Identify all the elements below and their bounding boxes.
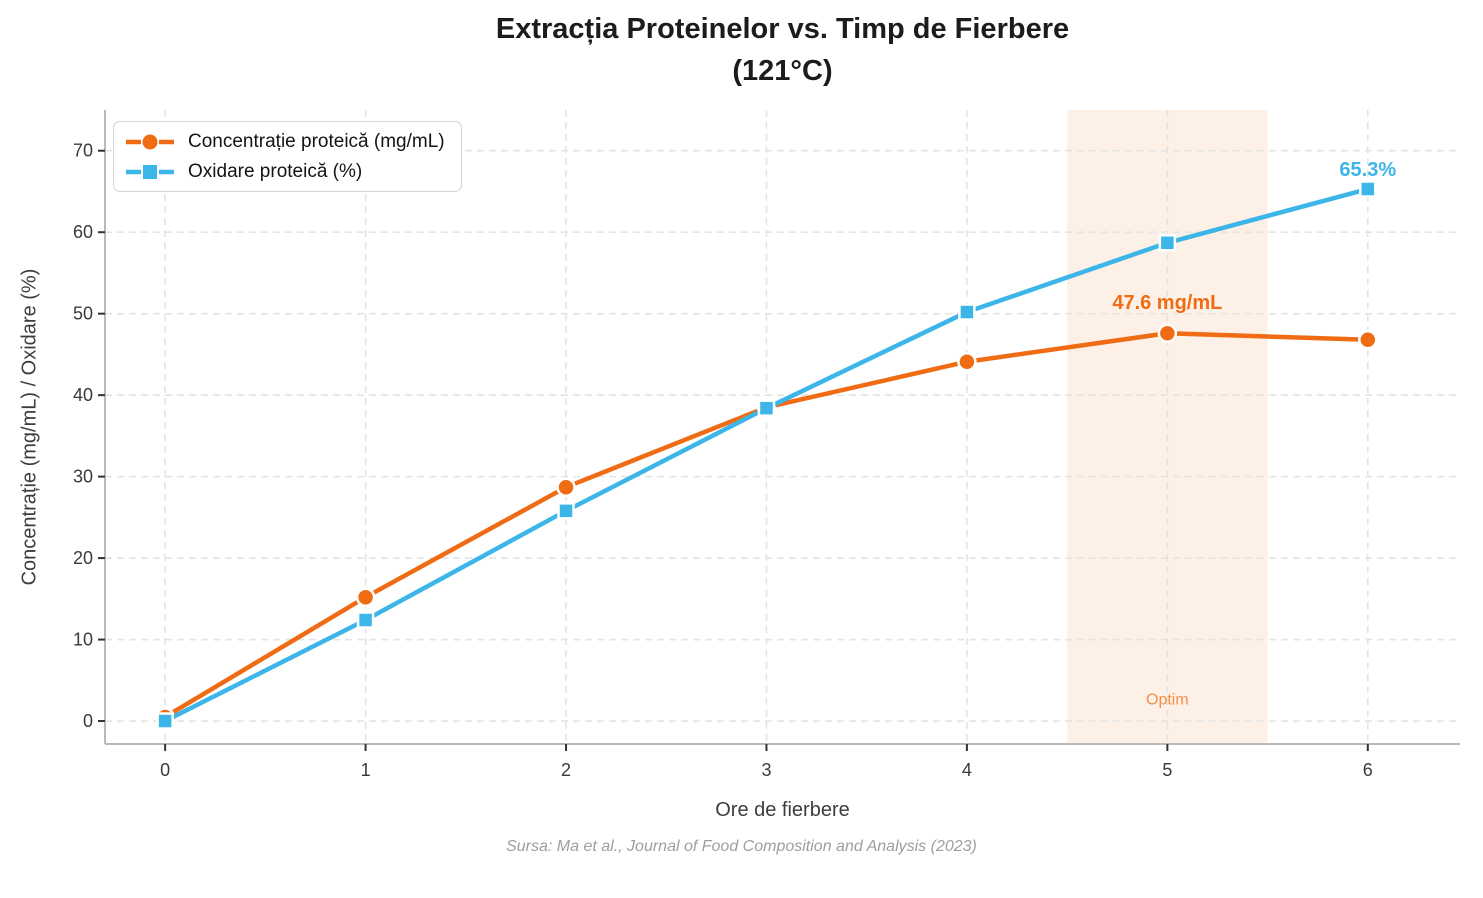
data-point-series1-x0 — [156, 712, 174, 730]
x-tick-label-3: 3 — [761, 760, 771, 780]
chart-title-line2: (121°C) — [732, 55, 833, 87]
y-axis-label: Concentrație (mg/mL) / Oxidare (%) — [18, 268, 41, 586]
data-point-series1-x5 — [1158, 234, 1177, 252]
data-point-series1-x2 — [557, 502, 575, 520]
x-axis-label: Ore de fierbere — [715, 799, 850, 821]
y-tick-label-70: 70 — [73, 141, 93, 161]
x-tick-label-6: 6 — [1363, 760, 1373, 780]
x-tick-label-0: 0 — [160, 760, 170, 780]
data-point-series0-x2 — [556, 477, 576, 497]
data-point-series1-x4 — [958, 303, 976, 321]
y-tick-label-60: 60 — [73, 222, 93, 242]
x-tick-label-2: 2 — [561, 760, 571, 780]
source-caption: Sursa: Ma et al., Journal of Food Compos… — [506, 838, 977, 855]
y-tick-label-10: 10 — [73, 630, 93, 650]
legend-item-protein-oxidation: Oxidare proteică (%) — [124, 157, 445, 186]
x-tick-label-4: 4 — [962, 760, 972, 780]
legend-line-square-icon — [126, 164, 174, 179]
annotation-0: 47.6 mg/mL — [1112, 292, 1222, 314]
x-tick-label-5: 5 — [1162, 760, 1172, 780]
y-tick-label-20: 20 — [73, 548, 93, 568]
y-tick-label-40: 40 — [73, 385, 93, 405]
y-tick-label-0: 0 — [83, 711, 93, 731]
legend-item-protein-concentration: Concentrație proteică (mg/mL) — [124, 127, 445, 156]
legend-line-circle-icon — [126, 134, 174, 149]
data-point-series1-x6 — [1359, 180, 1377, 198]
x-tick-label-1: 1 — [361, 760, 371, 780]
legend-label-protein-oxidation: Oxidare proteică (%) — [188, 160, 363, 182]
annotation-2: Optim — [1146, 692, 1189, 709]
data-point-series1-x1 — [356, 611, 375, 629]
y-tick-label-30: 30 — [73, 467, 93, 487]
data-point-series0-x4 — [957, 351, 977, 372]
chart-title-line1: Extracția Proteinelor vs. Timp de Fierbe… — [495, 13, 1070, 45]
data-point-series0-x1 — [355, 587, 376, 607]
chart-title: Extracția Proteinelor vs. Timp de Fierbe… — [105, 8, 1460, 92]
legend-label-protein-concentration: Concentrație proteică (mg/mL) — [188, 130, 445, 152]
data-point-series0-x5 — [1157, 323, 1178, 343]
legend: Concentrație proteică (mg/mL) Oxidare pr… — [113, 121, 462, 192]
data-point-series0-x6 — [1358, 329, 1378, 350]
y-tick-label-50: 50 — [73, 304, 93, 324]
annotation-1: 65.3% — [1339, 159, 1396, 181]
data-point-series1-x3 — [757, 399, 776, 417]
